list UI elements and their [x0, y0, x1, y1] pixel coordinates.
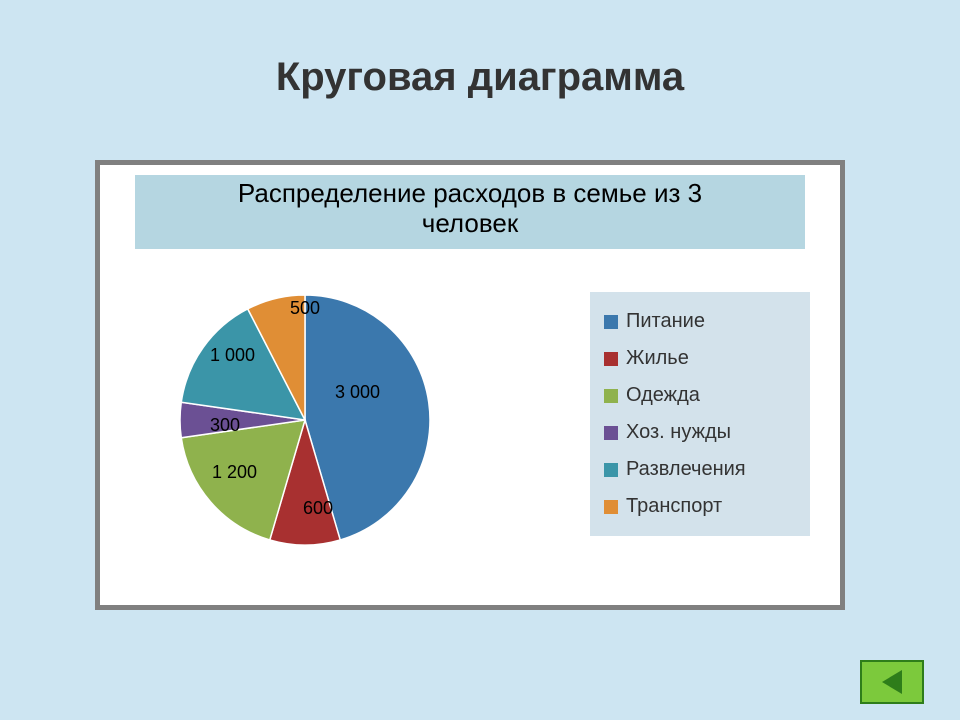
- legend-item: Развлечения: [604, 458, 796, 481]
- legend-label: Транспорт: [626, 495, 722, 518]
- slice-value-label: 500: [290, 298, 320, 319]
- slice-value-label: 3 000: [335, 382, 380, 403]
- back-arrow-icon: [882, 670, 902, 694]
- slice-value-label: 1 200: [212, 462, 257, 483]
- legend-label: Питание: [626, 310, 705, 333]
- legend: Питание Жилье Одежда Хоз. нужды Развлечения Т…: [590, 292, 810, 536]
- legend-label: Жилье: [626, 347, 689, 370]
- slice-value-label: 300: [210, 415, 240, 436]
- page-title: Круговая диаграмма: [0, 55, 960, 100]
- slide: Круговая диаграмма Распределение расходо…: [0, 0, 960, 720]
- chart-subtitle: Распределение расходов в семье из 3 чело…: [135, 175, 805, 249]
- legend-swatch: [604, 352, 618, 366]
- chart-subtitle-line1: Распределение расходов в семье из 3: [238, 178, 702, 208]
- legend-swatch: [604, 315, 618, 329]
- slice-value-label: 600: [303, 498, 333, 519]
- legend-swatch: [604, 463, 618, 477]
- legend-label: Одежда: [626, 384, 700, 407]
- legend-item: Жилье: [604, 347, 796, 370]
- legend-swatch: [604, 500, 618, 514]
- legend-item: Хоз. нужды: [604, 421, 796, 444]
- legend-swatch: [604, 389, 618, 403]
- legend-item: Одежда: [604, 384, 796, 407]
- legend-item: Транспорт: [604, 495, 796, 518]
- legend-item: Питание: [604, 310, 796, 333]
- chart-subtitle-line2: человек: [422, 208, 518, 238]
- legend-label: Хоз. нужды: [626, 421, 731, 444]
- legend-label: Развлечения: [626, 458, 746, 481]
- back-button[interactable]: [860, 660, 924, 704]
- legend-swatch: [604, 426, 618, 440]
- slice-value-label: 1 000: [210, 345, 255, 366]
